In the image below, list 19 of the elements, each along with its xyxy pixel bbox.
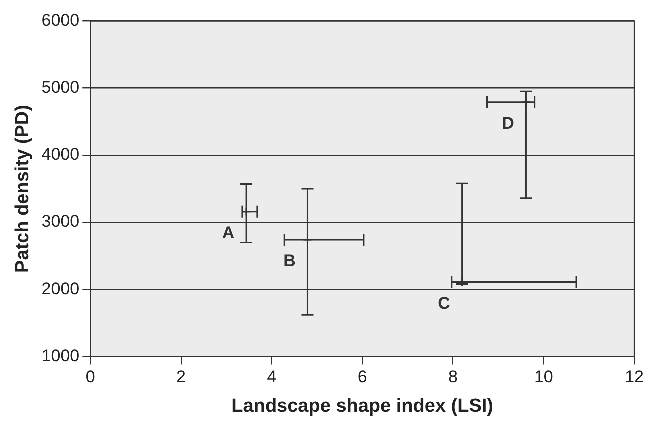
series-label: B (284, 252, 296, 271)
x-tick-label: 12 (625, 368, 644, 387)
x-axis-title: Landscape shape index (LSI) (232, 396, 494, 417)
x-tick-label: 10 (534, 368, 554, 387)
y-tick-label: 4000 (42, 145, 80, 164)
x-tick-label: 4 (267, 368, 277, 387)
series-label: A (222, 224, 235, 243)
y-tick-label: 2000 (42, 279, 80, 298)
x-tick-label: 6 (358, 368, 368, 387)
series-label: C (438, 294, 450, 313)
y-tick-label: 3000 (42, 212, 80, 232)
x-tick-label: 0 (86, 368, 96, 387)
x-tick-label: 2 (176, 368, 186, 387)
y-tick-label: 6000 (42, 10, 80, 30)
y-tick-label: 5000 (42, 78, 80, 98)
x-tick-label: 8 (448, 368, 458, 387)
y-axis-title: Patch density (PD) (12, 105, 34, 273)
y-tick-label: 1000 (42, 346, 80, 366)
series-label: D (502, 114, 514, 134)
